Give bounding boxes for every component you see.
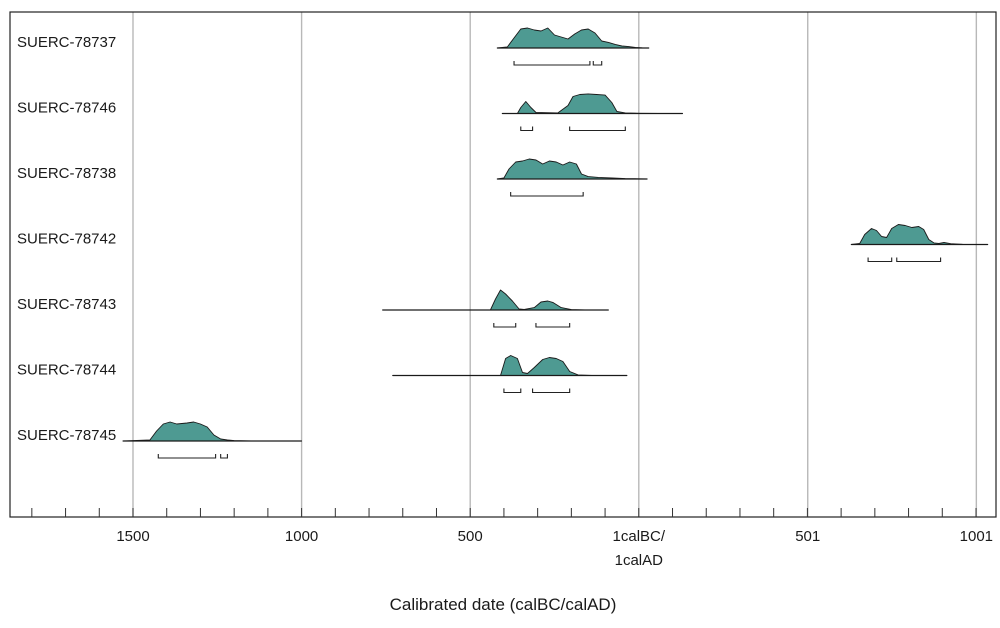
grid-lines bbox=[132, 12, 978, 517]
x-tick-label-2: 500 bbox=[458, 528, 483, 545]
sample-label: SUERC-78738 bbox=[17, 165, 116, 182]
plot-frame bbox=[9, 11, 997, 518]
probability-distribution bbox=[122, 421, 303, 442]
range-bracket-0 bbox=[510, 192, 584, 197]
sample-label: SUERC-78744 bbox=[17, 362, 116, 379]
probability-distribution bbox=[501, 93, 684, 114]
sample-label: SUERC-78743 bbox=[17, 296, 116, 313]
series-suerc-78738: SUERC-78738 bbox=[17, 158, 648, 197]
probability-distribution bbox=[496, 27, 650, 49]
x-tick-label-4: 501 bbox=[795, 528, 820, 545]
range-bracket-0 bbox=[493, 323, 517, 328]
probability-distribution bbox=[850, 224, 989, 245]
x-tick-label-1: 1000 bbox=[285, 528, 318, 545]
probability-distribution bbox=[496, 158, 648, 180]
range-bracket-0 bbox=[157, 454, 217, 459]
range-bracket-1 bbox=[592, 61, 603, 66]
x-tick-label-5: 1001 bbox=[960, 528, 993, 545]
sample-label: SUERC-78745 bbox=[17, 427, 116, 444]
range-bracket-0 bbox=[867, 257, 893, 263]
sample-label: SUERC-78742 bbox=[17, 231, 116, 248]
series-suerc-78737: SUERC-78737 bbox=[17, 27, 650, 66]
x-tick-label-0: 1500 bbox=[116, 528, 149, 545]
range-bracket-0 bbox=[503, 388, 522, 394]
range-bracket-1 bbox=[569, 126, 626, 132]
series-suerc-78743: SUERC-78743 bbox=[17, 289, 609, 328]
range-bracket-0 bbox=[513, 61, 591, 66]
series-suerc-78746: SUERC-78746 bbox=[17, 93, 684, 132]
plot-area: SUERC-78737 SUERC-78746 SUERC-78738 SUERC-7… bbox=[17, 27, 989, 459]
x-axis-title: Calibrated date (calBC/calAD) bbox=[390, 595, 617, 614]
series-suerc-78742: SUERC-78742 bbox=[17, 224, 989, 263]
series-suerc-78745: SUERC-78745 bbox=[17, 421, 303, 459]
x-tick-label-3: 1calBC/ bbox=[613, 528, 666, 545]
sample-label: SUERC-78737 bbox=[17, 34, 116, 51]
range-bracket-1 bbox=[896, 257, 942, 263]
range-bracket-0 bbox=[520, 126, 534, 132]
series-suerc-78744: SUERC-78744 bbox=[17, 355, 628, 394]
x-axis: 1500 1000 500 1calBC/1calAD 501 1001 bbox=[9, 11, 997, 569]
probability-distribution bbox=[392, 355, 628, 376]
sample-label: SUERC-78746 bbox=[17, 100, 116, 117]
range-bracket-1 bbox=[535, 323, 571, 328]
x-tick-label2-3: 1calAD bbox=[615, 552, 664, 569]
range-bracket-1 bbox=[532, 388, 571, 394]
probability-distribution bbox=[382, 289, 609, 311]
range-bracket-1 bbox=[220, 454, 228, 459]
